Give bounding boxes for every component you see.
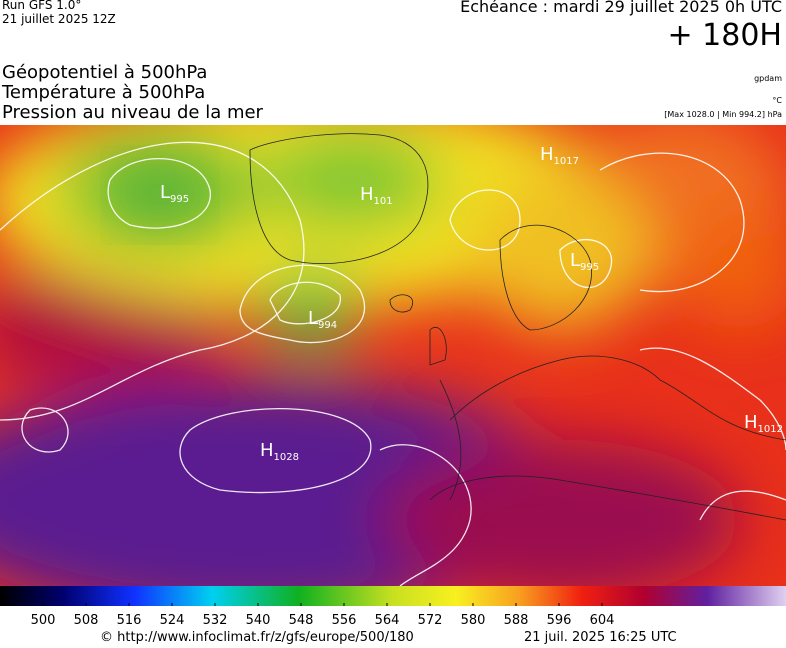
center-letter: H xyxy=(540,144,554,165)
colorbar-label: 572 xyxy=(418,613,443,628)
run: Run GFS 1.0° xyxy=(2,0,82,12)
center-value: 994 xyxy=(318,320,337,331)
unit: gpdam xyxy=(754,74,782,83)
field-shading xyxy=(0,125,786,586)
center-value: 995 xyxy=(170,194,189,205)
center-value: 1012 xyxy=(758,424,783,435)
field: Température à 500hPa xyxy=(2,82,206,103)
unit: °C xyxy=(772,96,782,105)
center-value: 995 xyxy=(580,262,599,273)
center-letter: H xyxy=(260,440,274,461)
colorbar-label: 548 xyxy=(289,613,314,628)
center-value: 1028 xyxy=(274,452,299,463)
field: Pression au niveau de la mer xyxy=(2,102,263,123)
center-value: 1017 xyxy=(554,156,579,167)
colorbar-label: 516 xyxy=(117,613,142,628)
colorbar-label: 556 xyxy=(332,613,357,628)
center-letter: H xyxy=(360,184,374,205)
colorbar-label: 540 xyxy=(246,613,271,628)
center-letter: H xyxy=(744,412,758,433)
center-letter: L xyxy=(308,308,318,329)
pressure-center: L995 xyxy=(160,182,189,205)
center-value: 101 xyxy=(374,196,393,207)
pressure-center: H1017 xyxy=(540,144,579,167)
pressure-center: H1028 xyxy=(260,440,299,463)
center-letter: L xyxy=(160,182,170,203)
colorbar-label: 604 xyxy=(590,613,615,628)
colorbar-label: 580 xyxy=(461,613,486,628)
field: Géopotentiel à 500hPa xyxy=(2,62,208,83)
colorbar-label: 524 xyxy=(160,613,185,628)
run-date: 21 juillet 2025 12Z xyxy=(2,12,116,26)
pressure-center: L994 xyxy=(308,308,337,331)
unit: [Max 1028.0 | Min 994.2] hPa xyxy=(664,110,782,119)
generated: 21 juil. 2025 16:25 UTC xyxy=(524,630,677,645)
colorbar-label: 508 xyxy=(74,613,99,628)
colorbar-label: 532 xyxy=(203,613,228,628)
pressure-center: H1012 xyxy=(744,412,783,435)
center-letter: L xyxy=(570,250,580,271)
pressure-center: H101 xyxy=(360,184,393,207)
pressure-center: L995 xyxy=(570,250,599,273)
colorbar xyxy=(0,586,786,606)
colorbar-label: 500 xyxy=(31,613,56,628)
valid-time: Echéance : mardi 29 juillet 2025 0h UTC xyxy=(460,0,782,16)
colorbar-label: 588 xyxy=(504,613,529,628)
source: © http://www.infoclimat.fr/z/gfs/europe/… xyxy=(100,630,414,645)
lead-time: + 180H xyxy=(667,18,783,53)
colorbar-label: 564 xyxy=(375,613,400,628)
colorbar-label: 596 xyxy=(547,613,572,628)
